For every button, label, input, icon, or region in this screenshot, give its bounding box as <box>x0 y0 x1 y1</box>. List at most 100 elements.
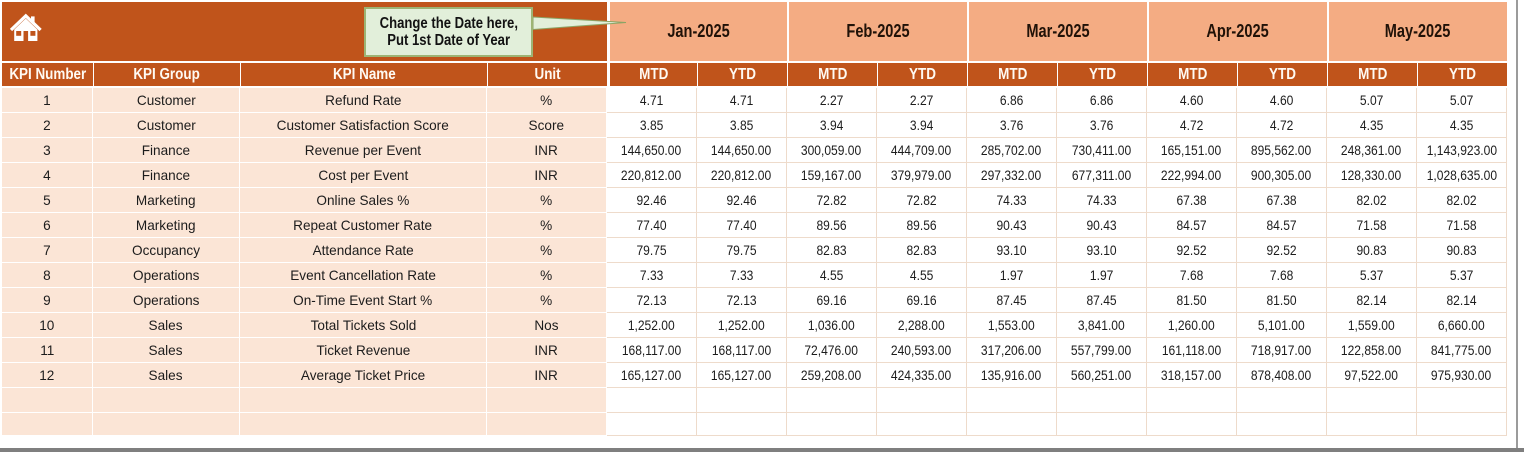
cell-empty-value[interactable] <box>877 413 967 436</box>
cell-value[interactable]: 165,127.00 <box>697 363 787 388</box>
cell-unit[interactable]: INR <box>487 163 607 188</box>
home-icon[interactable] <box>10 13 44 42</box>
month-header-4[interactable]: Apr-2025 <box>1147 2 1327 61</box>
header-kpi-number[interactable]: KPI Number <box>2 63 93 86</box>
cell-value[interactable]: 5.07 <box>1327 88 1417 113</box>
cell-kpi-group[interactable]: Sales <box>93 363 240 388</box>
cell-kpi-name[interactable]: Repeat Customer Rate <box>240 213 487 238</box>
cell-value[interactable]: 69.16 <box>877 288 967 313</box>
cell-value[interactable]: 144,650.00 <box>607 138 697 163</box>
cell-kpi-number[interactable]: 6 <box>2 213 93 238</box>
cell-kpi-name[interactable]: Online Sales % <box>240 188 487 213</box>
cell-empty-value[interactable] <box>607 388 697 413</box>
cell-value[interactable]: 71.58 <box>1417 213 1507 238</box>
month-header-5[interactable]: May-2025 <box>1327 2 1507 61</box>
cell-empty-label[interactable] <box>93 413 240 436</box>
cell-empty-label[interactable] <box>2 413 93 436</box>
cell-empty-label[interactable] <box>240 413 487 436</box>
cell-value[interactable]: 4.55 <box>877 263 967 288</box>
cell-value[interactable]: 7.33 <box>607 263 697 288</box>
cell-kpi-group[interactable]: Finance <box>93 163 240 188</box>
cell-kpi-number[interactable]: 10 <box>2 313 93 338</box>
cell-kpi-name[interactable]: Customer Satisfaction Score <box>240 113 487 138</box>
cell-value[interactable]: 4.72 <box>1147 113 1237 138</box>
cell-value[interactable]: 165,127.00 <box>607 363 697 388</box>
cell-kpi-name[interactable]: Attendance Rate <box>240 238 487 263</box>
cell-value[interactable]: 79.75 <box>697 238 787 263</box>
cell-value[interactable]: 4.72 <box>1237 113 1327 138</box>
cell-value[interactable]: 168,117.00 <box>607 338 697 363</box>
cell-value[interactable]: 93.10 <box>1057 238 1147 263</box>
cell-value[interactable]: 82.02 <box>1327 188 1417 213</box>
cell-value[interactable]: 222,994.00 <box>1147 163 1237 188</box>
cell-kpi-group[interactable]: Occupancy <box>93 238 240 263</box>
cell-value[interactable]: 297,332.00 <box>967 163 1057 188</box>
header-ytd-month4[interactable]: YTD <box>1237 63 1327 86</box>
cell-value[interactable]: 677,311.00 <box>1057 163 1147 188</box>
header-kpi-name[interactable]: KPI Name <box>240 63 487 86</box>
cell-value[interactable]: 165,151.00 <box>1147 138 1237 163</box>
cell-kpi-number[interactable]: 7 <box>2 238 93 263</box>
cell-value[interactable]: 1,252.00 <box>607 313 697 338</box>
cell-value[interactable]: 240,593.00 <box>877 338 967 363</box>
cell-value[interactable]: 92.52 <box>1237 238 1327 263</box>
cell-value[interactable]: 2.27 <box>787 88 877 113</box>
cell-empty-value[interactable] <box>1327 388 1417 413</box>
cell-value[interactable]: 87.45 <box>1057 288 1147 313</box>
cell-value[interactable]: 4.71 <box>697 88 787 113</box>
cell-empty-value[interactable] <box>607 413 697 436</box>
cell-kpi-group[interactable]: Marketing <box>93 213 240 238</box>
cell-value[interactable]: 67.38 <box>1147 188 1237 213</box>
cell-kpi-number[interactable]: 4 <box>2 163 93 188</box>
cell-unit[interactable]: % <box>487 238 607 263</box>
cell-value[interactable]: 4.35 <box>1327 113 1417 138</box>
cell-value[interactable]: 84.57 <box>1237 213 1327 238</box>
cell-value[interactable]: 220,812.00 <box>607 163 697 188</box>
header-ytd-month5[interactable]: YTD <box>1417 63 1507 86</box>
cell-kpi-number[interactable]: 11 <box>2 338 93 363</box>
cell-value[interactable]: 1,143,923.00 <box>1417 138 1507 163</box>
cell-value[interactable]: 168,117.00 <box>697 338 787 363</box>
cell-value[interactable]: 3.76 <box>1057 113 1147 138</box>
cell-value[interactable]: 92.46 <box>697 188 787 213</box>
header-ytd-month1[interactable]: YTD <box>697 63 787 86</box>
cell-value[interactable]: 159,167.00 <box>787 163 877 188</box>
cell-value[interactable]: 6.86 <box>1057 88 1147 113</box>
cell-value[interactable]: 7.68 <box>1147 263 1237 288</box>
cell-value[interactable]: 3.85 <box>607 113 697 138</box>
cell-value[interactable]: 285,702.00 <box>967 138 1057 163</box>
cell-value[interactable]: 67.38 <box>1237 188 1327 213</box>
cell-empty-value[interactable] <box>1327 413 1417 436</box>
cell-value[interactable]: 1,036.00 <box>787 313 877 338</box>
header-mtd-month3[interactable]: MTD <box>967 63 1057 86</box>
cell-kpi-name[interactable]: Cost per Event <box>240 163 487 188</box>
cell-kpi-name[interactable]: Refund Rate <box>240 88 487 113</box>
cell-value[interactable]: 72.13 <box>607 288 697 313</box>
cell-value[interactable]: 6.86 <box>967 88 1057 113</box>
cell-value[interactable]: 90.43 <box>1057 213 1147 238</box>
cell-unit[interactable]: % <box>487 213 607 238</box>
header-mtd-month4[interactable]: MTD <box>1147 63 1237 86</box>
cell-value[interactable]: 82.14 <box>1417 288 1507 313</box>
cell-unit[interactable]: INR <box>487 338 607 363</box>
cell-value[interactable]: 2.27 <box>877 88 967 113</box>
cell-value[interactable]: 300,059.00 <box>787 138 877 163</box>
cell-value[interactable]: 7.68 <box>1237 263 1327 288</box>
cell-value[interactable]: 557,799.00 <box>1057 338 1147 363</box>
cell-value[interactable]: 72,476.00 <box>787 338 877 363</box>
cell-value[interactable]: 444,709.00 <box>877 138 967 163</box>
cell-value[interactable]: 135,916.00 <box>967 363 1057 388</box>
cell-empty-value[interactable] <box>1417 413 1507 436</box>
cell-kpi-number[interactable]: 12 <box>2 363 93 388</box>
cell-kpi-name[interactable]: Total Tickets Sold <box>240 313 487 338</box>
cell-value[interactable]: 1,252.00 <box>697 313 787 338</box>
cell-value[interactable]: 900,305.00 <box>1237 163 1327 188</box>
cell-value[interactable]: 3.94 <box>877 113 967 138</box>
cell-empty-value[interactable] <box>787 413 877 436</box>
cell-value[interactable]: 1,559.00 <box>1327 313 1417 338</box>
header-mtd-month5[interactable]: MTD <box>1327 63 1417 86</box>
cell-unit[interactable]: % <box>487 288 607 313</box>
cell-value[interactable]: 5,101.00 <box>1237 313 1327 338</box>
cell-value[interactable]: 92.52 <box>1147 238 1237 263</box>
cell-kpi-number[interactable]: 1 <box>2 88 93 113</box>
